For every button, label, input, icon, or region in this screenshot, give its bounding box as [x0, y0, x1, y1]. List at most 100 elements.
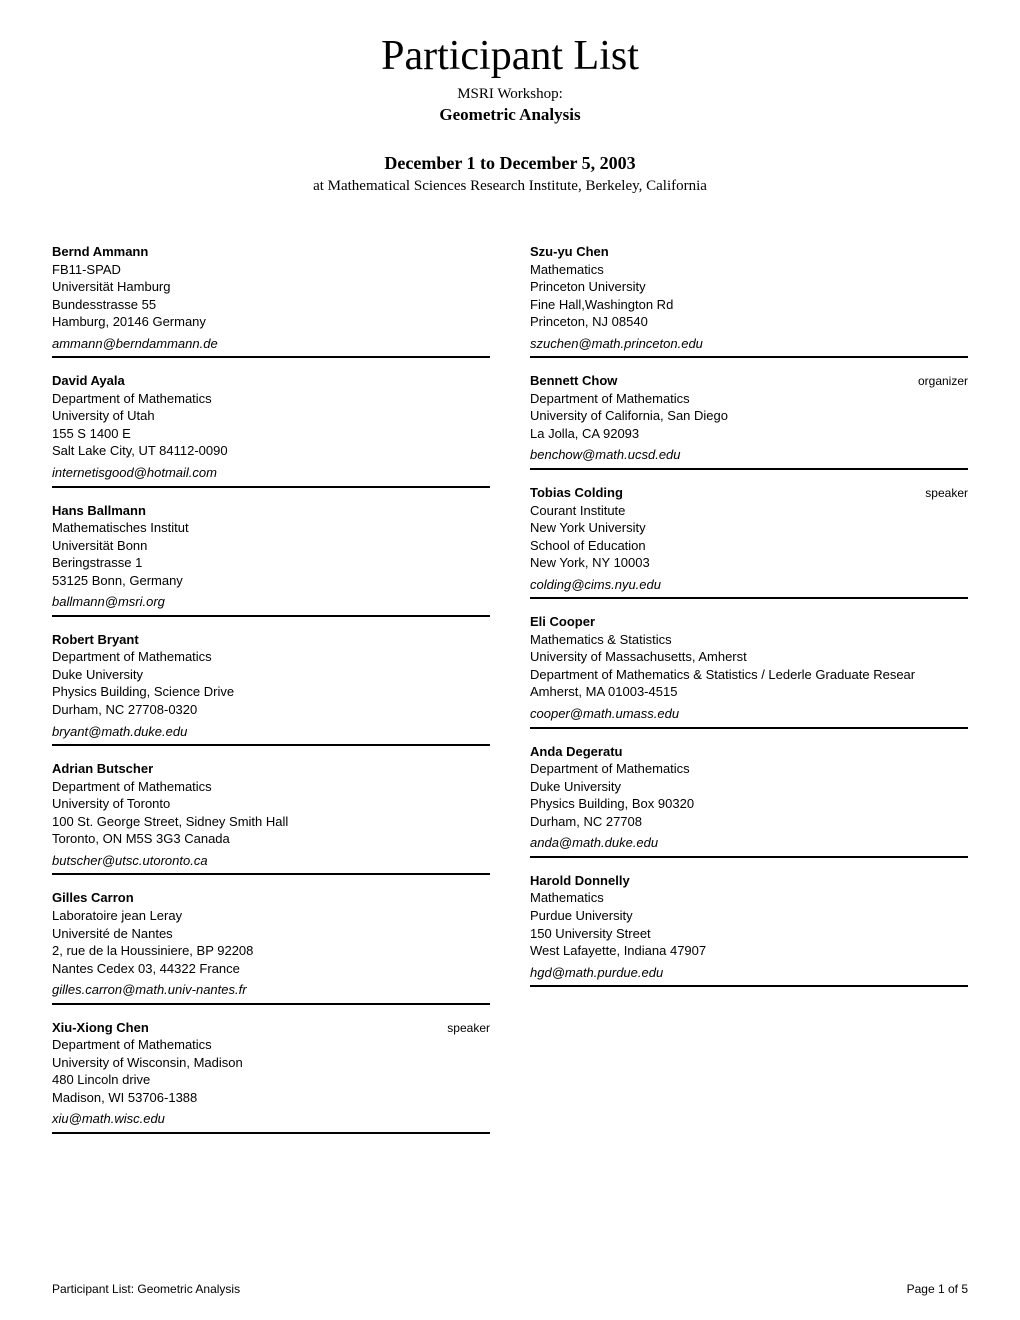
workshop-label: MSRI Workshop: — [52, 86, 968, 103]
participant-name: Adrian Butscher — [52, 760, 153, 778]
participant-address-line: Department of Mathematics — [530, 760, 968, 778]
participant-address-line: West Lafayette, Indiana 47907 — [530, 942, 968, 960]
participant-address-line: Madison, WI 53706-1388 — [52, 1089, 490, 1107]
participant-address-line: 480 Lincoln drive — [52, 1071, 490, 1089]
participant-name-row: Bernd Ammann — [52, 243, 490, 261]
participant-name-row: Szu-yu Chen — [530, 243, 968, 261]
columns: Bernd AmmannFB11-SPADUniversität Hamburg… — [52, 243, 968, 1148]
divider — [52, 615, 490, 617]
participant-address-line: Durham, NC 27708-0320 — [52, 701, 490, 719]
workshop-dates: December 1 to December 5, 2003 — [52, 153, 968, 174]
participant-name: David Ayala — [52, 372, 125, 390]
participant: Robert BryantDepartment of MathematicsDu… — [52, 631, 490, 746]
participant-address-line: 150 University Street — [530, 925, 968, 943]
participant-name: Robert Bryant — [52, 631, 139, 649]
participant-address-line: University of Massachusetts, Amherst — [530, 648, 968, 666]
participant-address-line: Duke University — [52, 666, 490, 684]
participant-email: szuchen@math.princeton.edu — [530, 335, 968, 353]
participant-address-line: Physics Building, Science Drive — [52, 683, 490, 701]
participant-name-row: Anda Degeratu — [530, 743, 968, 761]
participant-address-line: Bundesstrasse 55 — [52, 296, 490, 314]
divider — [52, 873, 490, 875]
participant-address-line: Mathematics — [530, 889, 968, 907]
participant-address-line: Nantes Cedex 03, 44322 France — [52, 960, 490, 978]
participant-role: speaker — [925, 485, 968, 501]
participant-address-line: Department of Mathematics — [530, 390, 968, 408]
participant-address-line: School of Education — [530, 537, 968, 555]
left-column: Bernd AmmannFB11-SPADUniversität Hamburg… — [52, 243, 490, 1148]
participant-name: Bernd Ammann — [52, 243, 148, 261]
participant-email: ammann@berndammann.de — [52, 335, 490, 353]
participant-email: colding@cims.nyu.edu — [530, 576, 968, 594]
participant-address-line: Physics Building, Box 90320 — [530, 795, 968, 813]
participant-role: organizer — [918, 373, 968, 389]
participant-email: xiu@math.wisc.edu — [52, 1110, 490, 1128]
participant-name-row: Robert Bryant — [52, 631, 490, 649]
participant: Bernd AmmannFB11-SPADUniversität Hamburg… — [52, 243, 490, 358]
participant-address-line: La Jolla, CA 92093 — [530, 425, 968, 443]
participant: Anda DegeratuDepartment of Mathematics Du… — [530, 743, 968, 858]
participant: Eli CooperMathematics & StatisticsUniver… — [530, 613, 968, 728]
participant: Bennett ChoworganizerDepartment of Mathe… — [530, 372, 968, 470]
divider — [530, 856, 968, 858]
participant-address-line: Universität Bonn — [52, 537, 490, 555]
participant-name-row: David Ayala — [52, 372, 490, 390]
participant-email: anda@math.duke.edu — [530, 834, 968, 852]
participant-name: Szu-yu Chen — [530, 243, 609, 261]
participant-email: cooper@math.umass.edu — [530, 705, 968, 723]
participant-name-row: Xiu-Xiong Chenspeaker — [52, 1019, 490, 1037]
participant-address-line: Princeton University — [530, 278, 968, 296]
participant-name: Harold Donnelly — [530, 872, 630, 890]
participant-address-line: 53125 Bonn, Germany — [52, 572, 490, 590]
divider — [52, 744, 490, 746]
participant: Adrian ButscherDepartment of Mathematics… — [52, 760, 490, 875]
divider — [530, 356, 968, 358]
divider — [52, 1132, 490, 1134]
participant-address-line: Mathematics & Statistics — [530, 631, 968, 649]
right-column: Szu-yu Chen Mathematics Princeton Universi… — [530, 243, 968, 1148]
participant-email: bryant@math.duke.edu — [52, 723, 490, 741]
participant-address-line: 155 S 1400 E — [52, 425, 490, 443]
participant: Harold DonnellyMathematicsPurdue Univers… — [530, 872, 968, 987]
participant-address-line: Department of Mathematics & Statistics /… — [530, 666, 968, 684]
participant-address-line: Department of Mathematics — [52, 778, 490, 796]
participant-address-line: Mathematisches Institut — [52, 519, 490, 537]
participant-name-row: Harold Donnelly — [530, 872, 968, 890]
participant-email: ballmann@msri.org — [52, 593, 490, 611]
participant-email: benchow@math.ucsd.edu — [530, 446, 968, 464]
participant-name-row: Gilles Carron — [52, 889, 490, 907]
participant: David AyalaDepartment of MathematicsUniv… — [52, 372, 490, 487]
divider — [530, 727, 968, 729]
participant-name: Tobias Colding — [530, 484, 623, 502]
participant-address-line: Laboratoire jean Leray — [52, 907, 490, 925]
participant-address-line: Beringstrasse 1 — [52, 554, 490, 572]
participant-address-line: 2, rue de la Houssiniere, BP 92208 — [52, 942, 490, 960]
participant-email: butscher@utsc.utoronto.ca — [52, 852, 490, 870]
participant-email: gilles.carron@math.univ-nantes.fr — [52, 981, 490, 999]
participant-name-row: Eli Cooper — [530, 613, 968, 631]
participant-address-line: Université de Nantes — [52, 925, 490, 943]
participant-name: Eli Cooper — [530, 613, 595, 631]
participant-address-line: New York, NY 10003 — [530, 554, 968, 572]
participant-address-line: University of Wisconsin, Madison — [52, 1054, 490, 1072]
participant: Gilles CarronLaboratoire jean LerayUnive… — [52, 889, 490, 1004]
participant-name: Anda Degeratu — [530, 743, 622, 761]
participant: Hans BallmannMathematisches InstitutUniv… — [52, 502, 490, 617]
participant-address-line: Toronto, ON M5S 3G3 Canada — [52, 830, 490, 848]
header: Participant List MSRI Workshop: Geometri… — [52, 32, 968, 195]
participant: Xiu-Xiong ChenspeakerDepartment of Mathe… — [52, 1019, 490, 1134]
participant-address-line: University of California, San Diego — [530, 407, 968, 425]
participant-name-row: Adrian Butscher — [52, 760, 490, 778]
divider — [52, 356, 490, 358]
participant-role: speaker — [447, 1020, 490, 1036]
participant-address-line: University of Toronto — [52, 795, 490, 813]
participant-address-line: Amherst, MA 01003-4515 — [530, 683, 968, 701]
participant-address-line: Purdue University — [530, 907, 968, 925]
participant-address-line: Department of Mathematics — [52, 1036, 490, 1054]
participant-address-line: Salt Lake City, UT 84112-0090 — [52, 442, 490, 460]
divider — [530, 597, 968, 599]
participant-address-line: Princeton, NJ 08540 — [530, 313, 968, 331]
participant-address-line: Department of Mathematics — [52, 390, 490, 408]
participant-address-line: Durham, NC 27708 — [530, 813, 968, 831]
footer-right: Page 1 of 5 — [907, 1282, 968, 1296]
